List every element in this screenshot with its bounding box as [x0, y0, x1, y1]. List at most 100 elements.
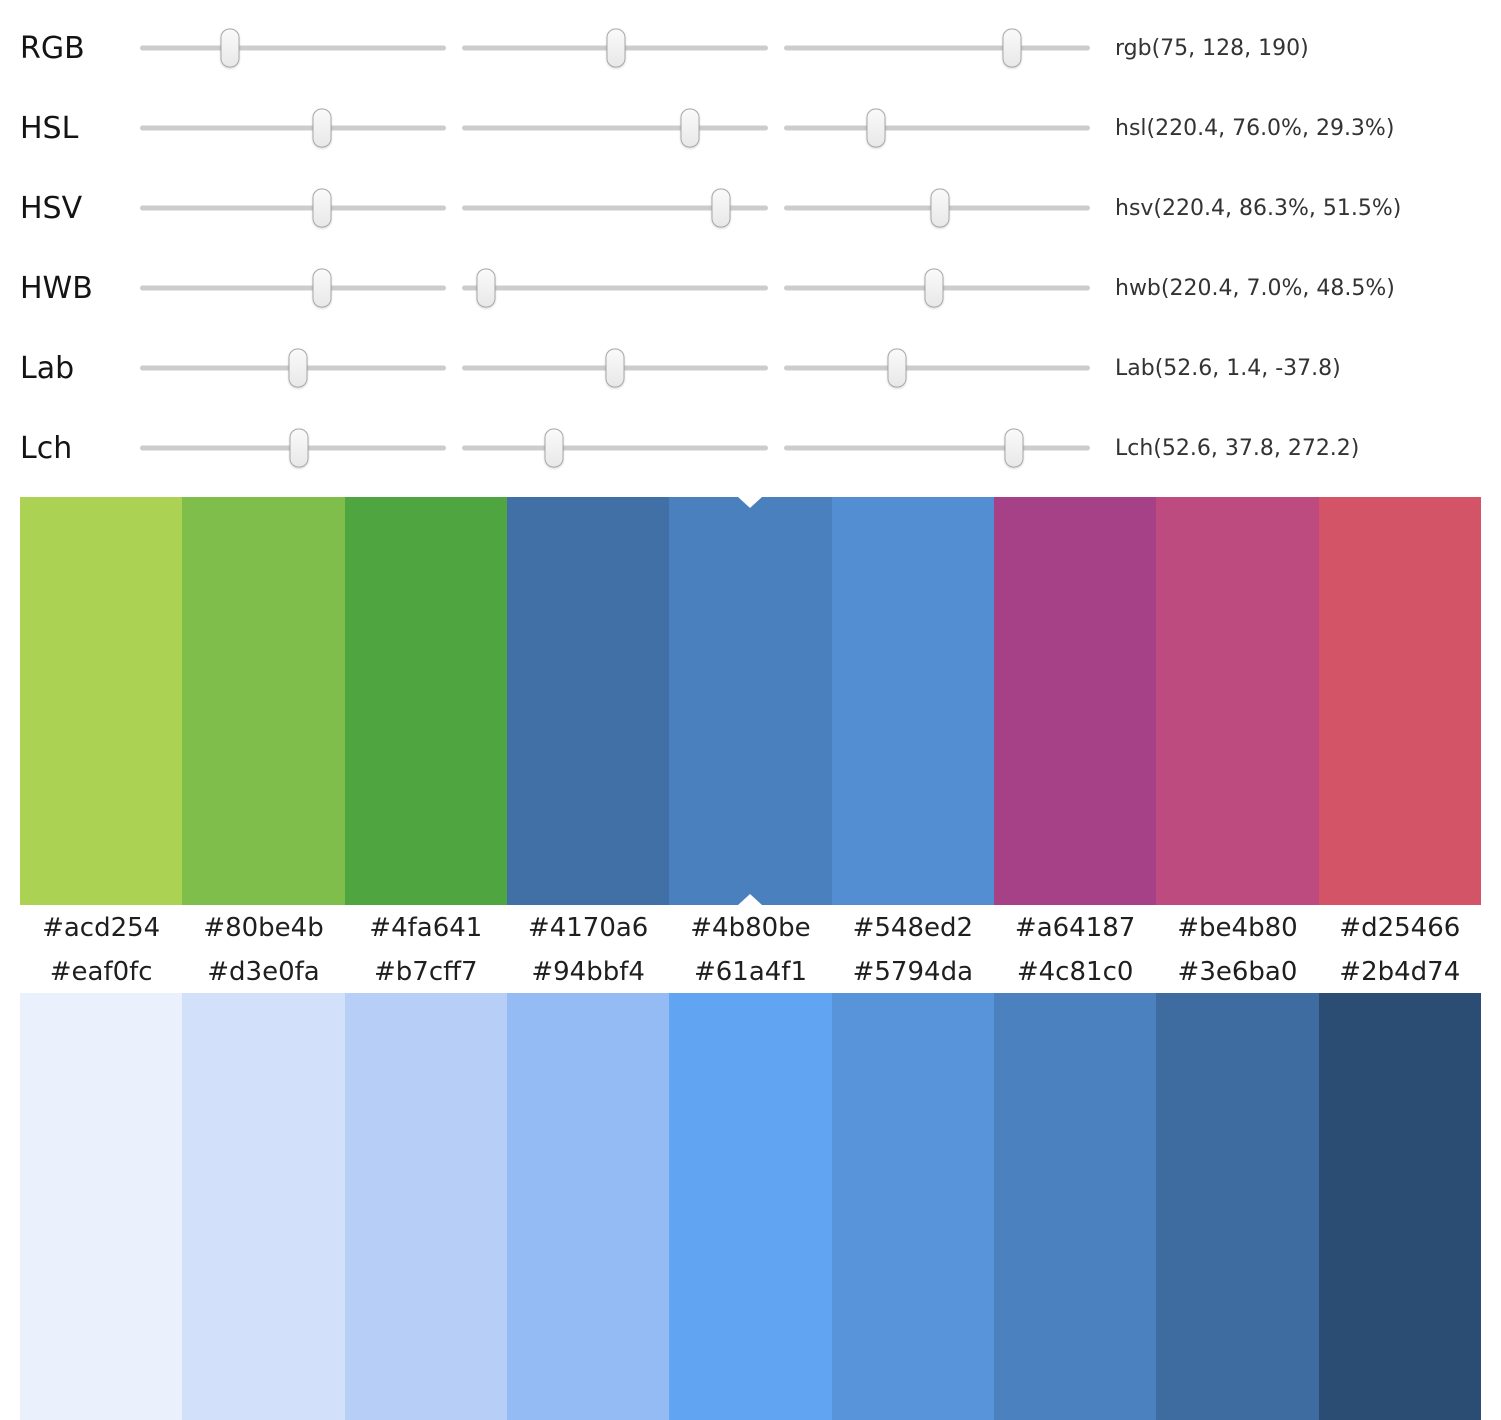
slider-track-rgb-2[interactable] — [784, 26, 1090, 70]
palette-swatch[interactable] — [993, 497, 1157, 905]
swatch-hex-label: #94bbf4 — [531, 957, 645, 987]
swatch-hex-label: #d25466 — [1339, 913, 1461, 943]
slider-row-lab: Lab Lab(52.6, 1.4, -37.8) — [0, 328, 1501, 408]
palette-swatch[interactable] — [669, 497, 832, 905]
slider-thumb[interactable] — [476, 268, 496, 308]
slider-track-line — [784, 365, 1090, 371]
palette-swatch[interactable] — [506, 993, 670, 1420]
colorspace-label: Lab — [20, 350, 75, 386]
palette-swatch[interactable] — [20, 993, 183, 1420]
slider-track-hsv-2[interactable] — [784, 186, 1090, 230]
palette-swatch[interactable] — [344, 497, 507, 905]
slider-track-hsl-0[interactable] — [140, 106, 446, 150]
colorspace-label: Lch — [20, 430, 73, 466]
palette-swatch[interactable] — [831, 993, 994, 1420]
slider-track-line — [462, 285, 768, 291]
slider-value-text: Lab(52.6, 1.4, -37.8) — [1115, 355, 1341, 381]
swatch-hex-label: #be4b80 — [1177, 913, 1298, 943]
selected-swatch-notch-top — [738, 497, 763, 508]
swatch-hex-label: #b7cff7 — [374, 957, 478, 987]
slider-track-line — [784, 45, 1090, 51]
slider-thumb[interactable] — [220, 28, 240, 68]
slider-row-hwb: HWB hwb(220.4, 7.0%, 48.5%) — [0, 248, 1501, 328]
slider-tracks — [140, 346, 1090, 390]
slider-thumb[interactable] — [711, 188, 731, 228]
hue-palette — [20, 497, 1481, 905]
palette-swatch[interactable] — [20, 497, 183, 905]
palette-swatch[interactable] — [182, 497, 345, 905]
slider-track-line — [462, 445, 768, 451]
swatch-hex-label: #5794da — [852, 957, 973, 987]
slider-value-text: hsl(220.4, 76.0%, 29.3%) — [1115, 115, 1395, 141]
slider-track-hwb-1[interactable] — [462, 266, 768, 310]
slider-tracks — [140, 26, 1090, 70]
slider-thumb[interactable] — [680, 108, 700, 148]
slider-thumb[interactable] — [930, 188, 950, 228]
palette-swatch[interactable] — [1318, 497, 1481, 905]
slider-tracks — [140, 106, 1090, 150]
slider-track-line — [784, 445, 1090, 451]
slider-thumb[interactable] — [1002, 28, 1022, 68]
slider-thumb[interactable] — [289, 428, 309, 468]
colorspace-label: RGB — [20, 30, 85, 66]
swatch-hex-label: #eaf0fc — [49, 957, 153, 987]
swatch-hex-label: #61a4f1 — [693, 957, 807, 987]
slider-track-line — [140, 125, 446, 131]
tint-shade-palette-hex-labels: #eaf0fc #d3e0fa #b7cff7 #94bbf4 #61a4f1 #5794… — [20, 951, 1481, 993]
swatch-hex-label: #4c81c0 — [1016, 957, 1134, 987]
swatch-hex-label: #acd254 — [42, 913, 161, 943]
slider-thumb[interactable] — [544, 428, 564, 468]
slider-tracks — [140, 426, 1090, 470]
slider-track-hsv-0[interactable] — [140, 186, 446, 230]
tint-shade-palette — [20, 993, 1481, 1420]
swatch-hex-label: #548ed2 — [852, 913, 974, 943]
swatch-hex-label: #80be4b — [203, 913, 324, 943]
slider-track-hsl-2[interactable] — [784, 106, 1090, 150]
color-sliders-section: RGB rgb(75, 128, 190) HSL hsl(220.4, 76.0%,… — [0, 0, 1501, 488]
palette-swatch[interactable] — [993, 993, 1157, 1420]
slider-track-rgb-1[interactable] — [462, 26, 768, 70]
slider-thumb[interactable] — [312, 108, 332, 148]
slider-thumb[interactable] — [288, 348, 308, 388]
slider-track-line — [462, 125, 768, 131]
hue-palette-hex-labels: #acd254 #80be4b #4fa641 #4170a6 #4b80be #548e… — [20, 905, 1481, 951]
slider-thumb[interactable] — [866, 108, 886, 148]
slider-tracks — [140, 266, 1090, 310]
palette-swatch[interactable] — [1156, 497, 1319, 905]
slider-thumb[interactable] — [887, 348, 907, 388]
colorspace-label: HWB — [20, 270, 93, 306]
palette-swatch[interactable] — [506, 497, 670, 905]
slider-track-lab-2[interactable] — [784, 346, 1090, 390]
palette-swatch[interactable] — [831, 497, 994, 905]
slider-track-lab-1[interactable] — [462, 346, 768, 390]
palette-swatch[interactable] — [1156, 993, 1319, 1420]
slider-thumb[interactable] — [312, 268, 332, 308]
colorspace-label: HSV — [20, 190, 83, 226]
slider-track-rgb-0[interactable] — [140, 26, 446, 70]
slider-row-hsv: HSV hsv(220.4, 86.3%, 51.5%) — [0, 168, 1501, 248]
slider-track-line — [462, 205, 768, 211]
slider-thumb[interactable] — [312, 188, 332, 228]
slider-track-lch-0[interactable] — [140, 426, 446, 470]
palette-swatch[interactable] — [344, 993, 507, 1420]
swatch-hex-label: #3e6ba0 — [1177, 957, 1298, 987]
slider-track-line — [140, 285, 446, 291]
palette-swatch[interactable] — [182, 993, 345, 1420]
slider-thumb[interactable] — [1004, 428, 1023, 468]
palette-swatch[interactable] — [669, 993, 832, 1420]
slider-track-hsv-1[interactable] — [462, 186, 768, 230]
slider-thumb[interactable] — [924, 268, 944, 308]
slider-track-line — [140, 205, 446, 211]
slider-track-hwb-0[interactable] — [140, 266, 446, 310]
palette-swatch[interactable] — [1318, 993, 1481, 1420]
slider-track-hwb-2[interactable] — [784, 266, 1090, 310]
slider-track-lch-2[interactable] — [784, 426, 1090, 470]
slider-thumb[interactable] — [605, 348, 625, 388]
slider-track-hsl-1[interactable] — [462, 106, 768, 150]
slider-track-lab-0[interactable] — [140, 346, 446, 390]
slider-track-lch-1[interactable] — [462, 426, 768, 470]
swatch-hex-label: #4fa641 — [369, 913, 483, 943]
slider-value-text: hwb(220.4, 7.0%, 48.5%) — [1115, 275, 1395, 301]
selected-swatch-notch-bottom — [738, 894, 763, 905]
slider-thumb[interactable] — [606, 28, 626, 68]
